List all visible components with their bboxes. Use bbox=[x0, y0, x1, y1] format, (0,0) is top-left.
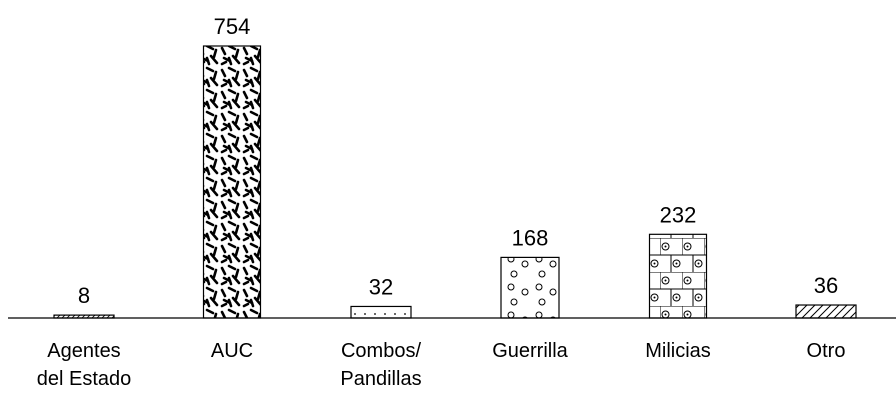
category-label-line: Otro bbox=[807, 340, 846, 362]
category-label-line: Combos/ bbox=[341, 340, 421, 362]
data-label-2: 32 bbox=[369, 274, 393, 299]
category-label-2: Combos/Pandillas bbox=[340, 340, 421, 390]
bar-3 bbox=[500, 256, 560, 319]
data-label-4: 232 bbox=[660, 202, 697, 227]
bar-2 bbox=[350, 305, 412, 319]
category-label-line: Guerrilla bbox=[492, 340, 568, 362]
data-label-1: 754 bbox=[214, 14, 251, 39]
bar-4 bbox=[648, 233, 708, 319]
category-label-line: Milicias bbox=[645, 340, 711, 362]
data-label-5: 36 bbox=[814, 273, 838, 298]
labels-group: 8 Agentes del Estado 754 AUC 32 Combos/Pandill… bbox=[37, 14, 846, 390]
category-label-0: Agentes del Estado bbox=[37, 340, 132, 390]
category-label-4: Milicias bbox=[645, 340, 711, 362]
category-label-line: del Estado bbox=[37, 368, 132, 390]
bars-group bbox=[53, 45, 857, 319]
data-label-3: 168 bbox=[512, 225, 549, 250]
category-label-1: AUC bbox=[211, 340, 253, 362]
bar-5 bbox=[795, 304, 857, 319]
bar-1 bbox=[202, 45, 262, 319]
category-label-5: Otro bbox=[807, 340, 846, 362]
category-label-line: Agentes bbox=[47, 340, 120, 362]
category-label-3: Guerrilla bbox=[492, 340, 568, 362]
category-label-line: Pandillas bbox=[340, 368, 421, 390]
data-label-0: 8 bbox=[78, 283, 90, 308]
category-label-line: AUC bbox=[211, 340, 253, 362]
